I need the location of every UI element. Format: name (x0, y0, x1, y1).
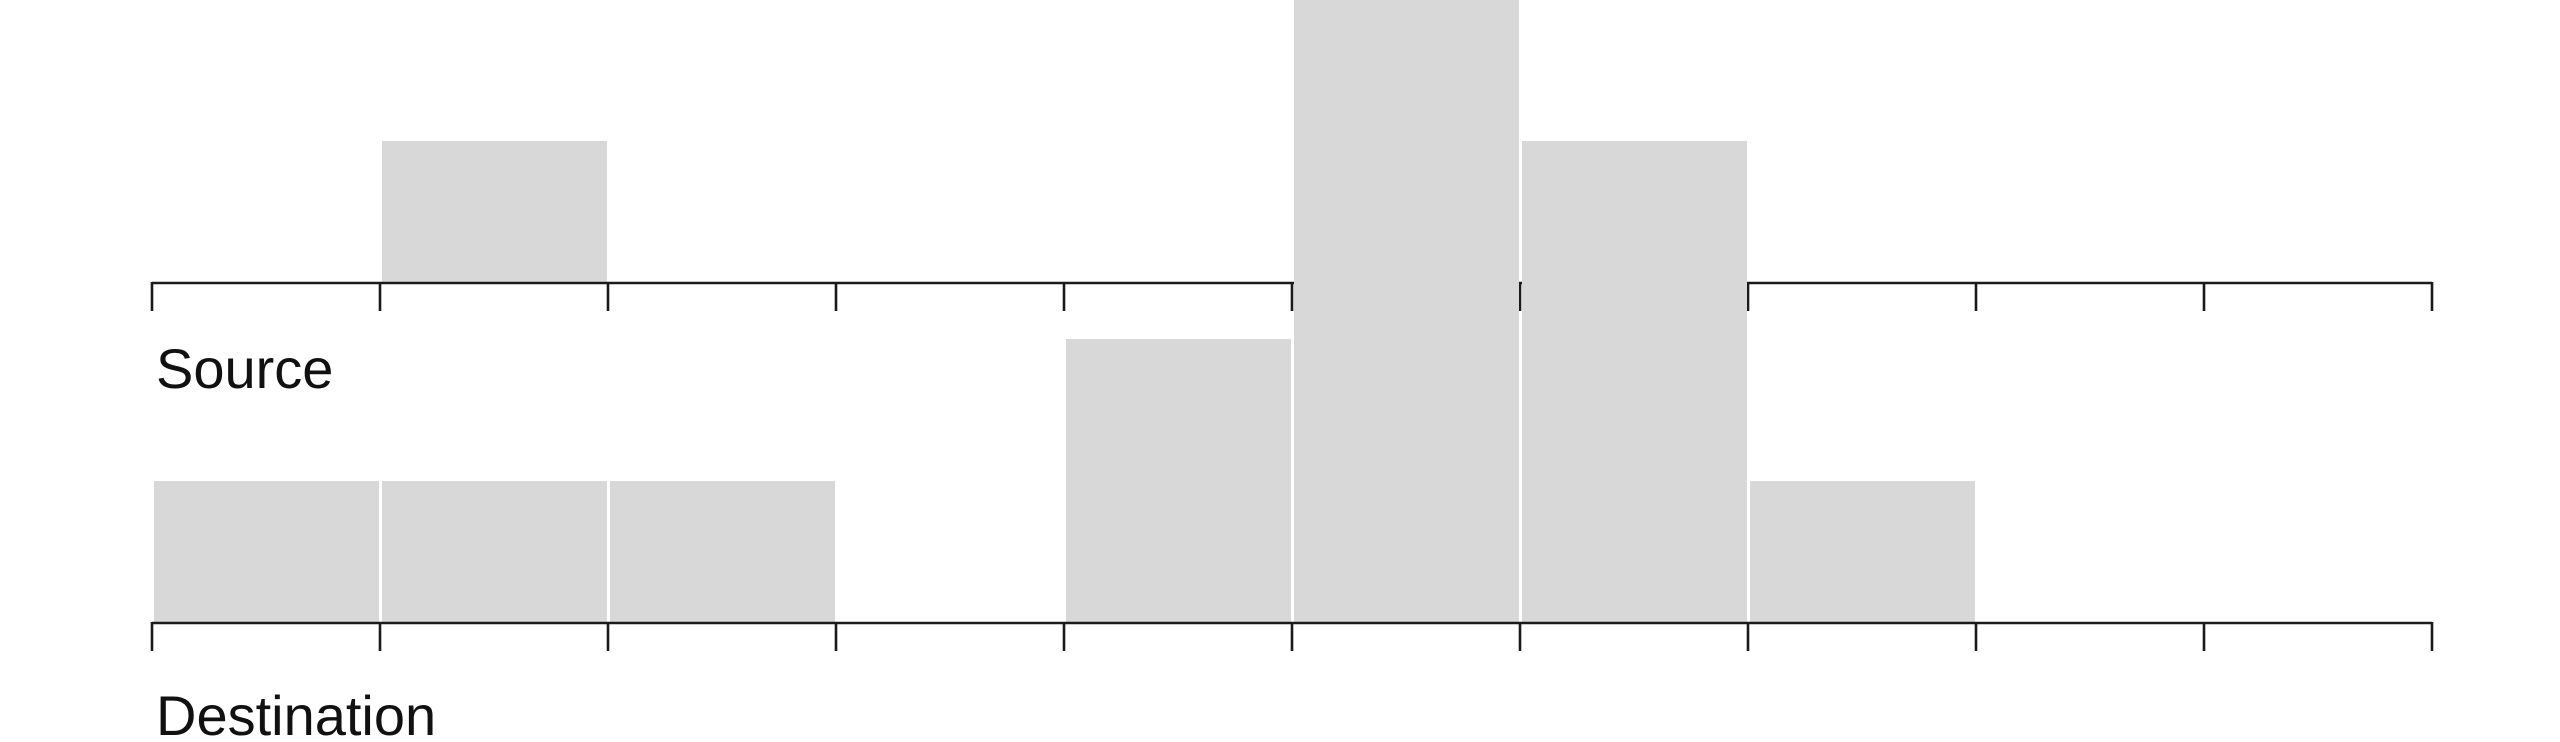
destination-bar (1750, 481, 1975, 623)
destination-bar (1522, 197, 1747, 623)
source-label: Source (156, 337, 333, 400)
destination-bar (154, 481, 379, 623)
destination-bars (154, 197, 1975, 623)
destination-bar (382, 481, 607, 623)
destination-bar (610, 481, 835, 623)
destination-bar (1066, 339, 1291, 623)
destination-bar (1294, 197, 1519, 623)
source-bar (382, 141, 607, 283)
destination-panel: Destination (150, 197, 2434, 742)
destination-label: Destination (156, 684, 436, 742)
destination-axis (150, 621, 2434, 651)
source-axis (150, 281, 2434, 311)
source-panel: Source (150, 0, 2434, 400)
